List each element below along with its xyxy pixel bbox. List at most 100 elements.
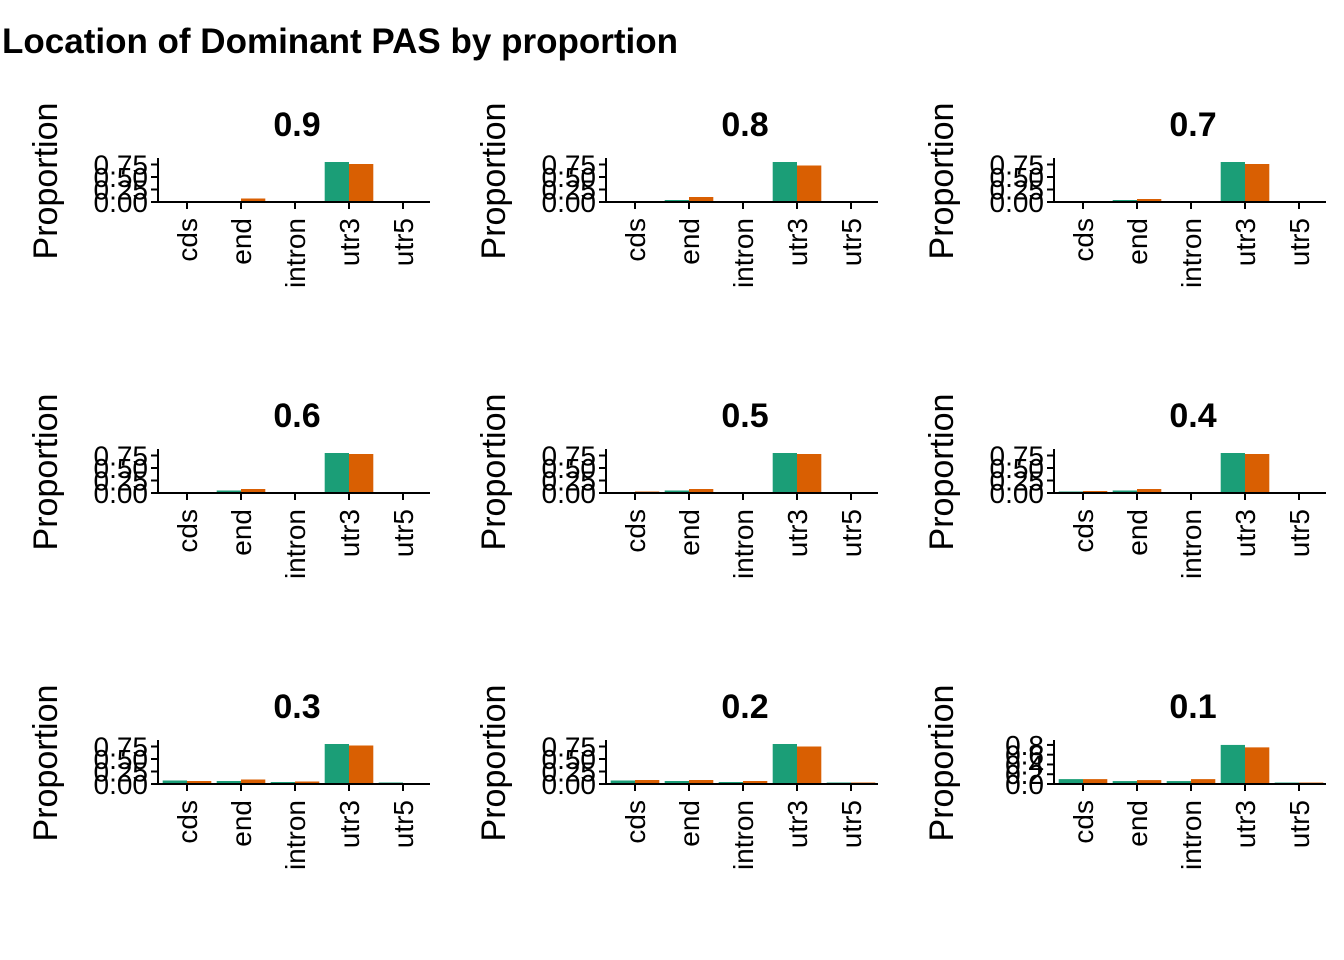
x-tick-label: end [674,509,705,556]
bar [797,454,822,493]
bar [324,162,349,202]
bar [349,454,374,493]
bar [1191,779,1216,784]
y-tick-label: 0.25 [94,466,149,497]
y-axis-label: Proportion [475,685,513,842]
y-axis-label: Proportion [923,685,961,842]
x-tick-label: intron [728,800,759,870]
x-tick-label: intron [728,218,759,288]
x-tick-label: utr3 [1230,800,1261,848]
y-tick-label: 0.50 [542,744,597,775]
bar [349,745,374,784]
x-tick-label: utr5 [1284,218,1315,266]
y-tick-label: 0.00 [542,478,597,509]
panel-title: 0.7 [1169,106,1216,144]
bar [241,198,266,202]
y-tick-label: 0.75 [94,732,149,763]
bar [241,779,266,784]
x-tick-label: utr3 [334,509,365,557]
x-tick-label: intron [280,509,311,579]
x-tick-label: end [1122,509,1153,556]
y-tick-label: 0.50 [990,453,1045,484]
facet-panel: 0.8 Proportion 0.000.250.500.75 cds end intro… [475,103,878,288]
x-tick-label: utr3 [782,800,813,848]
y-tick-label: 0.25 [94,757,149,788]
bar [772,162,797,202]
y-tick-label: 0.00 [542,769,597,800]
x-tick-label: end [226,218,257,265]
bar [664,781,689,784]
y-tick-label: 0.25 [990,466,1045,497]
y-axis-label: Proportion [27,103,65,260]
bar [689,489,714,493]
bar [797,165,822,202]
x-tick-label: cds [172,800,203,844]
bar [772,744,797,784]
facet-panel: 0.3 Proportion 0.000.250.500.75 cds end intro… [27,685,430,870]
x-tick-label: end [226,509,257,556]
y-tick-label: 0.75 [990,441,1045,472]
x-tick-label: utr5 [836,218,867,266]
bar [664,490,689,493]
y-axis-label: Proportion [27,685,65,842]
bar [1245,747,1270,784]
y-tick-label: 0.50 [94,744,149,775]
facet-panel: 0.6 Proportion 0.000.250.500.75 cds end intro… [27,394,430,579]
y-tick-label: 0.6 [1005,740,1044,771]
y-tick-label: 0.50 [94,453,149,484]
x-tick-label: intron [1176,800,1207,870]
facet-panel: 0.7 Proportion 0.000.250.500.75 cds end intro… [923,103,1326,288]
x-tick-label: cds [1068,800,1099,844]
y-tick-label: 0.75 [542,441,597,472]
x-tick-label: utr3 [1230,509,1261,557]
x-tick-label: utr3 [782,509,813,557]
y-tick-label: 0.75 [94,441,149,472]
bar [241,489,266,493]
x-tick-label: cds [1068,218,1099,262]
x-tick-label: utr3 [334,218,365,266]
y-tick-label: 0.4 [1005,749,1044,780]
x-tick-label: end [674,800,705,847]
y-tick-label: 0.50 [94,162,149,193]
x-tick-label: cds [1068,509,1099,553]
panel-title: 0.8 [721,106,768,144]
y-axis-label: Proportion [475,394,513,551]
y-tick-label: 0.8 [1005,730,1044,761]
x-tick-label: cds [620,509,651,553]
x-tick-label: end [226,800,257,847]
bar [1220,453,1245,493]
facet-panel: 0.2 Proportion 0.000.250.500.75 cds end intro… [475,685,878,870]
panel-title: 0.6 [273,397,320,435]
x-tick-label: utr5 [1284,509,1315,557]
facet-panel: 0.1 Proportion 0.00.20.40.60.8 cds end intron… [923,685,1326,870]
facet-panel: 0.4 Proportion 0.000.250.500.75 cds end intro… [923,394,1326,579]
panel-title: 0.3 [273,688,320,726]
y-tick-label: 0.75 [94,150,149,181]
bar [1245,454,1270,493]
x-tick-label: utr5 [388,800,419,848]
y-axis-label: Proportion [27,394,65,551]
bar [187,781,212,784]
x-tick-label: intron [280,800,311,870]
y-tick-label: 0.75 [542,150,597,181]
y-axis-label: Proportion [923,394,961,551]
bar [324,744,349,784]
y-tick-label: 0.2 [1005,759,1044,790]
bar [216,490,241,493]
bar [1112,490,1137,493]
bar [1083,779,1108,784]
y-tick-label: 0.00 [990,187,1045,218]
x-tick-label: cds [620,800,651,844]
bar [743,781,768,784]
chart-title: Location of Dominant PAS by proportion [2,22,678,61]
bar [1220,744,1245,784]
facet-panel: 0.9 Proportion 0.000.250.500.75 cds end intro… [27,103,430,288]
bar [1137,780,1162,784]
bar [1137,199,1162,202]
x-tick-label: utr3 [334,800,365,848]
y-tick-label: 0.00 [94,478,149,509]
y-tick-label: 0.25 [542,466,597,497]
panel-title: 0.1 [1169,688,1216,726]
y-tick-label: 0.50 [542,162,597,193]
bar [1245,164,1270,202]
